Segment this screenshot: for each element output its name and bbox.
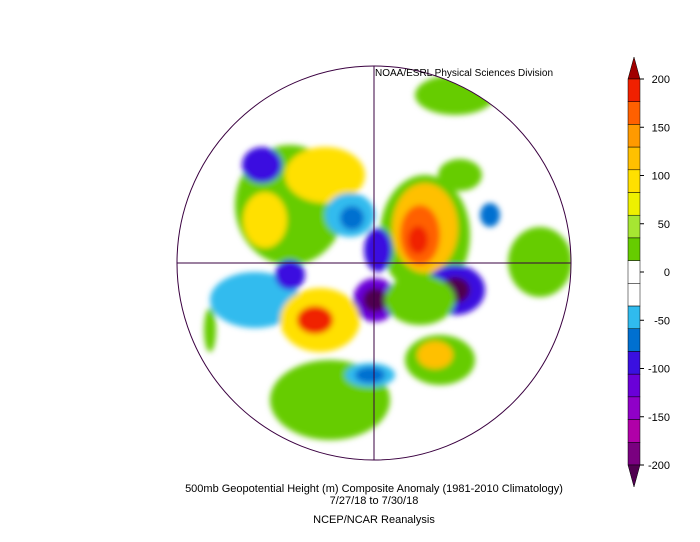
colorbar-bin	[627, 169, 641, 193]
colorbar-bin	[627, 260, 641, 284]
colorbar-bin	[627, 283, 641, 307]
caption-source: NCEP/NCAR Reanalysis	[313, 514, 435, 526]
colorbar-bin	[627, 419, 641, 443]
colorbar-label: 50	[658, 219, 670, 231]
colorbar-bin	[627, 78, 641, 102]
colorbar: 200 150 100 50 0 -50 -100 -150 -200	[627, 56, 670, 488]
colorbar-label: -200	[648, 460, 670, 472]
colorbar-bin	[627, 373, 641, 398]
caption-dates: 7/27/18 to 7/30/18	[330, 495, 419, 507]
colorbar-bin	[627, 146, 641, 171]
map-frame	[176, 65, 572, 461]
colorbar-label: 150	[652, 122, 670, 134]
colorbar-label: 0	[664, 267, 670, 279]
colorbar-bin	[627, 396, 641, 420]
colorbar-label: 200	[652, 74, 670, 86]
caption-title: 500mb Geopotential Height (m) Composite …	[185, 483, 563, 495]
colorbar-bin	[627, 351, 641, 375]
anomaly-field	[204, 75, 571, 440]
colorbar-label: -100	[648, 364, 670, 376]
colorbar-bin	[627, 214, 641, 239]
colorbar-arrow	[627, 464, 641, 488]
colorbar-bin	[627, 124, 641, 148]
colorbar-bin	[627, 305, 641, 330]
colorbar-label: -150	[648, 412, 670, 424]
colorbar-bin	[627, 192, 641, 216]
colorbar-bin	[627, 442, 641, 466]
colorbar-bin	[627, 237, 641, 261]
colorbar-label: 100	[652, 171, 670, 183]
colorbar-label: -50	[654, 315, 670, 327]
colorbar-arrow	[627, 56, 641, 80]
credit: NOAA/ESRL Physical Sciences Division	[375, 68, 553, 79]
colorbar-bin	[627, 101, 641, 125]
colorbar-bin	[627, 328, 641, 352]
